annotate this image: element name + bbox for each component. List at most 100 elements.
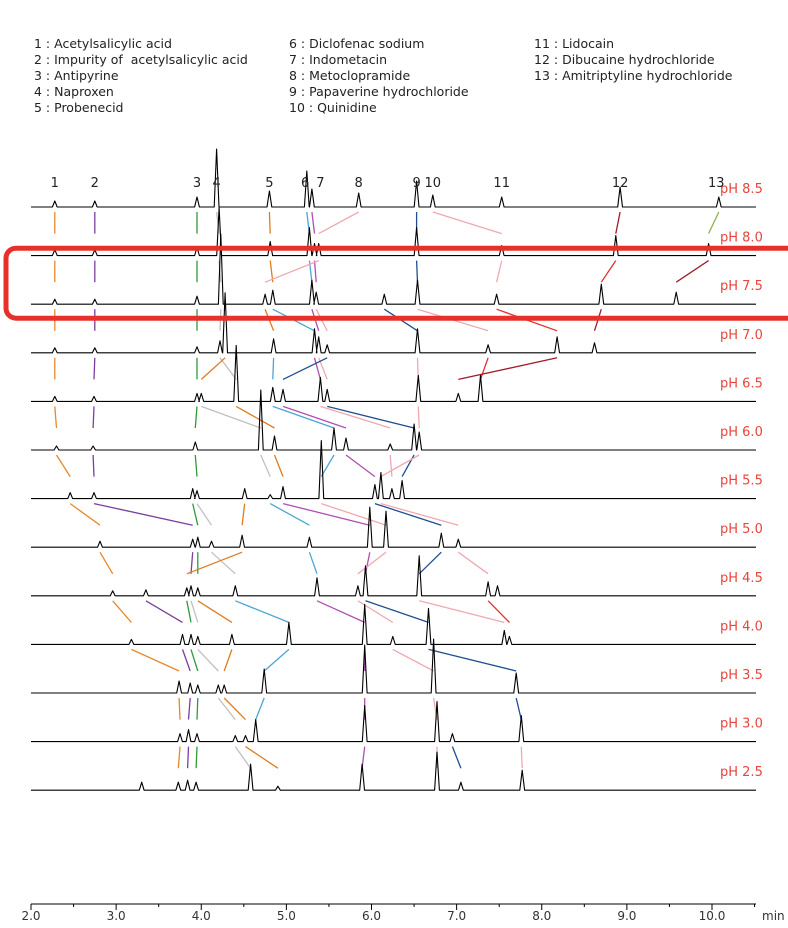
chromatogram-trace [31,701,756,743]
peak-connector [55,454,71,477]
peak-connector [345,454,376,478]
peak-connector [92,406,95,429]
highlight-rectangle [3,245,788,321]
peak-connector [268,211,271,234]
legend-entry: 9 : Papaverine hydrochloride [289,84,469,99]
ph-label: pH 4.0 [720,619,763,634]
legend-label: Lidocain [562,36,615,51]
peak-connector [318,211,360,235]
legend-entry: 4 : Naproxen [34,84,114,99]
peak-connector [272,357,275,380]
chromatogram-trace [31,440,756,500]
peak-connector [320,405,391,429]
peak-connector [380,502,459,526]
chromatogram-trace [31,555,756,597]
ph-label: pH 5.0 [720,522,763,537]
peak-connector [186,600,192,623]
peak-connector [260,454,271,477]
chromatogram-trace [31,344,756,402]
legend-number: 3 [34,68,42,83]
peak-connector [69,503,101,526]
legend-entry: 3 : Antipyrine [34,68,119,83]
peak-connector [263,648,290,672]
peak-connector [418,551,442,575]
legend-number: 13 [534,68,550,83]
legend-label: Indometacin [309,52,388,67]
x-tick-label: 7.0 [447,909,466,923]
legend-number: 5 [34,100,42,115]
x-axis: 2.0 3.0 4.0 5.0 6.0 7.0 8.0 9.0 10.0 min [21,903,785,923]
peak-connectors [54,211,720,769]
chromatogram-trace [31,148,756,208]
peak-connector [211,551,236,575]
ph-label: pH 3.0 [720,717,763,732]
peak-connector [234,746,252,769]
legend-label: Impurity of acetylsalicylic acid [54,52,248,67]
peak-connector [282,405,347,429]
x-tick-label: 6.0 [362,909,381,923]
peak-connector [192,503,199,526]
peak-connector [380,454,420,478]
legend-entry: 1 : Acetylsalicylic acid [34,36,172,51]
legend-entry: 13 : Amitriptyline hydrochloride [534,68,733,83]
peak-connector [245,746,279,769]
peak-number-label: 9 [412,176,420,191]
chromatogram-trace [31,603,756,645]
peak-number-label: 10 [425,176,442,191]
x-tick-label: 4.0 [192,909,211,923]
peak-number-label: 13 [708,176,725,191]
x-tick-label: 5.0 [277,909,296,923]
peak-connector [255,697,265,720]
legend-entry: 8 : Metoclopramide [289,68,411,83]
peak-connector [235,405,275,429]
legend-number: 8 [289,68,297,83]
legend-entry: 11 : Lidocain [534,36,615,51]
peak-connector [223,697,246,721]
ph-label: pH 3.5 [720,668,763,683]
x-tick-label: 2.0 [21,909,40,923]
legend-number: 1 [34,36,42,51]
legend-column-3: 11 : Lidocain 12 : Dibucaine hydrochlori… [534,36,732,84]
chromatogram-trace [31,233,756,305]
peak-number-label: 5 [265,176,273,191]
ph-label: pH 8.0 [720,231,763,246]
legend-column-2: 6 : Diclofenac sodium 7 : Indometacin 8 … [289,36,469,116]
peak-connector [515,697,522,720]
peak-connector [197,600,233,623]
peak-connector [187,697,191,720]
peak-connector [190,649,199,672]
peak-connector [357,551,387,575]
peak-connector [196,503,213,526]
legend-number: 10 [289,100,305,115]
legend-label: Antipyrine [54,68,119,83]
peak-connector [235,600,290,624]
ph-label: pH 6.5 [720,376,763,391]
peak-connector [432,211,502,235]
peak-connector [313,260,317,283]
chart-labels: pH 8.5 pH 8.0 pH 7.5 pH 7.0 pH 6.5 pH 6.0 pH 5… [51,176,763,780]
peak-connector [145,600,183,623]
chromatogram-traces [31,148,756,791]
peak-number-label: 12 [612,176,629,191]
ph-label: pH 8.5 [720,182,763,197]
peak-connector [223,649,233,672]
peak-connector [357,600,394,623]
peak-connector [458,357,558,381]
peak-connector [415,260,419,283]
legend-entry: 6 : Diclofenac sodium [289,36,425,51]
legend-number: 12 [534,52,550,67]
legend-entry: 2 : Impurity of acetylsalicylic acid [34,52,248,67]
peak-connector [269,503,310,526]
peak-connector [272,405,335,429]
chromatogram-trace [31,292,756,354]
peak-number-label: 6 [301,176,309,191]
peak-number-label: 2 [91,176,99,191]
legend-number: 9 [289,84,297,99]
ph-label: pH 7.0 [720,328,763,343]
peak-number-label: 1 [51,176,59,191]
peak-number-label: 4 [212,176,220,191]
peak-number-label: 3 [193,176,201,191]
peak-connector [190,600,199,623]
peak-connector [186,551,243,575]
x-tick-label: 8.0 [532,909,551,923]
